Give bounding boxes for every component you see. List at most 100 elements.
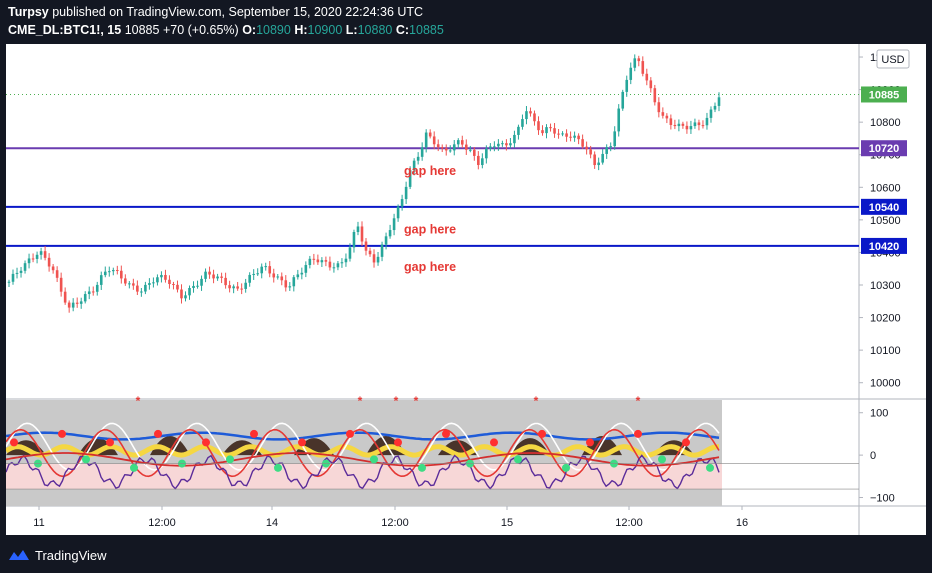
candle <box>372 249 376 268</box>
candle <box>617 104 621 137</box>
close-value: 10885 <box>409 23 444 37</box>
candle <box>152 277 155 288</box>
time-tick-label: 15 <box>501 517 513 529</box>
candle <box>95 281 99 296</box>
published-text: published on TradingView.com, September … <box>52 5 424 19</box>
osc-signal-dot <box>442 429 450 438</box>
candle <box>264 262 268 271</box>
publisher-name[interactable]: Turpsy <box>8 5 49 19</box>
candle <box>460 135 464 149</box>
osc-star-marker: * <box>358 394 363 408</box>
high-value: 10900 <box>307 23 343 37</box>
candle <box>396 204 400 222</box>
candle <box>473 147 476 161</box>
candle <box>120 265 123 284</box>
candle <box>348 243 352 262</box>
candle <box>553 123 556 138</box>
candle <box>657 97 661 118</box>
publish-line: Turpsy published on TradingView.com, Sep… <box>8 4 924 21</box>
candle <box>216 273 219 281</box>
candle <box>368 247 372 257</box>
candle <box>436 139 440 152</box>
chart-panel[interactable]: * * * * * * gap here gap here gap here 10000 101… <box>6 44 926 535</box>
candle <box>140 287 143 297</box>
annotations: gap here gap here gap here <box>404 164 456 274</box>
candle <box>545 124 548 139</box>
candle <box>645 68 649 86</box>
candle <box>248 272 251 287</box>
osc-signal-dot <box>562 463 570 472</box>
osc-signal-dot <box>706 463 714 472</box>
candle <box>224 272 227 289</box>
candle <box>529 107 532 117</box>
price-label-10420: 10420 <box>869 241 900 253</box>
candle <box>408 166 412 190</box>
osc-white-line <box>6 422 720 471</box>
price-axis-labels: 10720 10540 10420 10885 <box>861 86 907 254</box>
candle <box>304 261 308 278</box>
candle <box>228 280 231 293</box>
low-label: L: <box>345 23 358 37</box>
candle <box>67 300 71 313</box>
candle <box>533 110 536 126</box>
candle <box>468 145 472 153</box>
candle <box>128 281 131 289</box>
price-tick-label: 10800 <box>870 117 901 129</box>
time-tick-label: 12:00 <box>381 517 409 529</box>
candle <box>709 106 713 123</box>
currency-button[interactable]: USD <box>876 49 910 69</box>
candle <box>621 89 625 111</box>
candle <box>324 256 328 267</box>
price-tick-label: 10200 <box>870 313 901 325</box>
candle <box>641 56 645 77</box>
time-tick-label: 14 <box>266 517 278 529</box>
horizontal-lines[interactable] <box>6 147 859 247</box>
candle <box>481 153 484 169</box>
candle <box>260 263 264 279</box>
osc-signal-dot <box>514 455 522 464</box>
price-change: +70 (+0.65%) <box>162 23 239 37</box>
symbol-label[interactable]: CME_DL:BTC1!, 15 <box>8 23 122 37</box>
candle <box>111 267 115 276</box>
last-price-box <box>861 86 907 103</box>
candle <box>340 258 344 268</box>
candle <box>697 119 701 131</box>
candle <box>103 266 107 278</box>
candle <box>7 279 11 287</box>
candle <box>428 129 432 139</box>
candle <box>87 286 91 300</box>
tradingview-logo-icon[interactable] <box>8 547 30 563</box>
osc-signal-dot <box>274 463 282 472</box>
osc-star-marker: * <box>136 394 141 408</box>
candle <box>629 62 633 85</box>
candle <box>276 273 280 280</box>
candle <box>661 107 665 119</box>
candle <box>392 213 396 236</box>
price-label-10540: 10540 <box>869 202 900 214</box>
candle <box>156 274 159 286</box>
time-axis[interactable]: 11 12:00 14 12:00 15 12:00 16 <box>33 506 748 529</box>
gap-annotation: gap here <box>404 260 456 274</box>
candle <box>47 253 51 272</box>
candle <box>256 268 260 276</box>
candle <box>380 241 384 262</box>
candle <box>521 114 524 130</box>
candle <box>561 131 564 137</box>
candle <box>440 144 444 153</box>
candle <box>573 131 576 142</box>
candle <box>356 221 360 236</box>
ohlc-line: CME_DL:BTC1!, 15 10885 +70 (+0.65%) O:10… <box>8 21 924 39</box>
footer-brand[interactable]: TradingView <box>35 547 107 563</box>
candle <box>677 119 681 132</box>
candle <box>71 298 75 312</box>
candle <box>412 158 416 176</box>
last-price: 10885 <box>124 23 160 37</box>
candle <box>204 268 207 283</box>
chart-svg[interactable]: * * * * * * gap here gap here gap here 10000 101… <box>6 44 926 535</box>
high-label: H: <box>294 23 308 37</box>
candle <box>320 257 324 268</box>
candle <box>180 284 183 304</box>
candle <box>164 269 167 283</box>
price-tick-label: 10600 <box>870 182 901 194</box>
candle <box>689 120 693 134</box>
